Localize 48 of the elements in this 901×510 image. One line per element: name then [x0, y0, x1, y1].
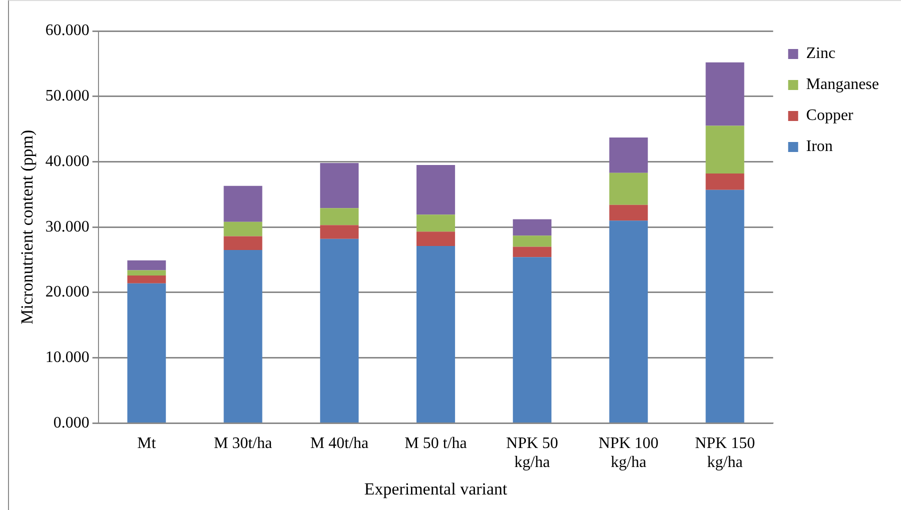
legend-label: Manganese [806, 76, 879, 94]
bar [609, 138, 648, 173]
x-tick-label: NPK 100 kg/ha [598, 435, 659, 472]
y-tick-label: 30.000 [45, 218, 90, 236]
y-tick-label: 10.000 [45, 349, 90, 366]
x-tick-label: M 40t/ha [310, 435, 368, 452]
x-tick-label: M 50 t/ha [404, 435, 467, 452]
bar [609, 172, 648, 205]
bar [512, 219, 552, 236]
bar [706, 190, 744, 422]
y-axis-title: Micronutrient content (ppm) [18, 130, 37, 324]
bar [127, 260, 166, 270]
bar [127, 275, 166, 284]
bar [224, 222, 262, 236]
bar [320, 225, 359, 239]
bar [512, 257, 552, 422]
bar [706, 126, 744, 174]
bar [512, 236, 552, 247]
bar [127, 283, 166, 422]
bar [320, 163, 359, 208]
bar [416, 232, 456, 246]
x-tick-label: M 30t/ha [214, 435, 272, 452]
legend-label: Zinc [806, 45, 836, 62]
bar [609, 220, 648, 422]
x-tick-label: NPK 150 kg/ha [694, 435, 755, 472]
y-tick-label: 60.000 [45, 22, 90, 40]
bar [416, 214, 456, 232]
bar [416, 165, 456, 215]
legend-label: Iron [806, 138, 833, 156]
bar [224, 236, 262, 250]
y-tick-label: 40.000 [45, 152, 90, 170]
x-axis-title: Experimental variant [364, 479, 508, 498]
x-tick-label: Mt [137, 435, 156, 452]
legend-label: Copper [806, 107, 854, 124]
bar [127, 270, 166, 276]
bar [320, 238, 359, 422]
bar [320, 208, 359, 226]
y-tick-label: 0.000 [53, 414, 90, 432]
bar [706, 62, 744, 126]
bar [416, 246, 456, 422]
bar [224, 250, 262, 422]
bar [224, 186, 262, 222]
x-tick-label: NPK 50 kg/ha [506, 435, 558, 472]
bar [512, 246, 552, 258]
y-tick-label: 20.000 [45, 284, 90, 301]
bar [609, 204, 648, 221]
y-tick-label: 50.000 [45, 88, 90, 105]
bar [706, 174, 744, 190]
